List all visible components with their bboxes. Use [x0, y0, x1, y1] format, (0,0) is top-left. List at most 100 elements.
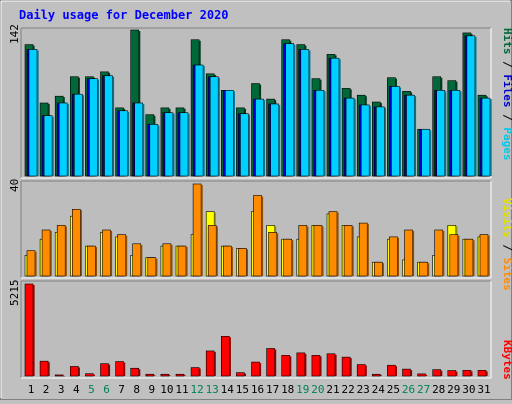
x-tick-label-18: 18: [281, 383, 294, 396]
x-tick-label-1: 1: [28, 383, 35, 396]
x-tick-label-11: 11: [175, 383, 188, 396]
bar-sites-day-3: [56, 225, 67, 277]
bar-pages-day-9: [149, 124, 160, 177]
x-tick-label-3: 3: [58, 383, 65, 396]
bar-pages-day-5: [89, 78, 99, 177]
bar-kbytes-day-31: [477, 370, 488, 377]
bar-pages-day-8: [134, 102, 145, 177]
bar-pages-day-19: [300, 49, 311, 177]
legend-pages: Pages: [501, 127, 512, 160]
x-tick-label-26: 26: [402, 383, 415, 396]
bar-pages-day-29: [451, 90, 462, 177]
bar-pages-day-31: [481, 97, 492, 177]
bar-kbytes-day-20: [311, 355, 322, 377]
x-tick-label-9: 9: [148, 383, 155, 396]
bar-kbytes-day-14: [221, 336, 231, 377]
bar-sites-day-30: [464, 238, 475, 277]
bar-pages-day-13: [209, 76, 220, 177]
bar-sites-day-9: [147, 257, 158, 277]
svg-text:Hits / Files / Pages: Hits / Files / Pages: [501, 28, 512, 161]
bar-sites-day-23: [358, 222, 369, 277]
bar-pages-day-30: [466, 35, 477, 177]
x-tick-label-31: 31: [477, 383, 490, 396]
bar-kbytes-day-3: [54, 374, 65, 377]
legend-hits: Hits: [501, 28, 512, 55]
chart-title: Daily usage for December 2020: [19, 8, 229, 22]
bar-pages-day-10: [164, 112, 175, 177]
x-tick-label-25: 25: [387, 383, 400, 396]
bar-layer: [24, 29, 492, 377]
bar-kbytes-day-4: [70, 366, 80, 377]
bar-sites-day-24: [373, 261, 384, 277]
x-tick-label-24: 24: [372, 383, 386, 396]
legend-bottom: KBytes: [501, 340, 512, 380]
bar-kbytes-day-26: [402, 368, 413, 377]
bar-sites-day-25: [389, 236, 399, 277]
bar-kbytes-day-17: [266, 348, 277, 377]
x-tick-label-14: 14: [221, 383, 235, 396]
y-max-label-visits: 40: [8, 179, 21, 192]
bar-sites-day-31: [479, 234, 490, 277]
bar-pages-day-3: [58, 102, 69, 177]
bar-sites-day-27: [419, 261, 430, 277]
bar-pages-day-16: [255, 98, 266, 177]
bar-pages-day-21: [330, 57, 341, 177]
x-tick-label-13: 13: [206, 383, 219, 396]
bar-pages-day-2: [43, 115, 54, 177]
bar-pages-day-12: [194, 64, 205, 177]
x-tick-label-10: 10: [160, 383, 173, 396]
bar-sites-day-6: [102, 229, 113, 277]
bar-sites-day-29: [449, 234, 460, 277]
x-tick-label-4: 4: [73, 383, 80, 396]
bar-sites-day-10: [162, 243, 173, 277]
bar-sites-day-4: [72, 209, 82, 277]
bar-pages-day-24: [375, 106, 386, 177]
bar-sites-day-15: [238, 248, 248, 277]
bar-kbytes-day-12: [190, 367, 201, 377]
x-tick-label-2: 2: [43, 383, 50, 396]
x-tick-label-21: 21: [326, 383, 339, 396]
bar-sites-day-8: [132, 243, 143, 277]
bar-pages-day-1: [28, 49, 39, 177]
x-tick-label-22: 22: [341, 383, 354, 396]
bar-pages-day-22: [345, 97, 356, 177]
bar-pages-day-7: [119, 110, 130, 177]
bar-kbytes-day-24: [371, 373, 382, 377]
bar-kbytes-day-28: [432, 369, 443, 377]
bar-kbytes-day-19: [296, 352, 307, 377]
bar-kbytes-day-15: [236, 372, 246, 377]
x-tick-label-29: 29: [447, 383, 460, 396]
bar-sites-day-17: [268, 232, 279, 277]
x-tick-label-15: 15: [236, 383, 249, 396]
bar-kbytes-day-7: [115, 361, 126, 377]
x-tick-label-7: 7: [118, 383, 125, 396]
bar-pages-day-18: [285, 43, 296, 177]
bar-kbytes-day-11: [175, 373, 186, 377]
x-tick-label-8: 8: [133, 383, 140, 396]
bar-sites-day-14: [223, 245, 233, 277]
y-max-label-kbytes: 5215: [8, 280, 21, 307]
bar-pages-day-6: [104, 75, 115, 177]
x-tick-label-30: 30: [462, 383, 475, 396]
legend-visits: Visits: [501, 198, 512, 238]
x-tick-label-19: 19: [296, 383, 309, 396]
bar-kbytes-day-8: [130, 367, 141, 377]
bar-kbytes-day-27: [417, 373, 428, 377]
bar-sites-day-18: [283, 238, 294, 277]
bar-kbytes-day-22: [341, 356, 352, 377]
legend-middle: Visits / Sites: [501, 198, 512, 291]
bar-sites-day-11: [177, 245, 188, 277]
x-tick-label-20: 20: [311, 383, 324, 396]
legend-top: Hits / Files / Pages: [501, 28, 512, 161]
bar-kbytes-day-10: [160, 373, 171, 377]
bar-kbytes-day-5: [85, 373, 95, 377]
bar-pages-day-23: [360, 104, 371, 177]
bar-kbytes-day-13: [205, 350, 216, 377]
x-tick-label-23: 23: [357, 383, 370, 396]
bar-sites-day-16: [253, 195, 264, 277]
bar-kbytes-day-2: [39, 360, 50, 377]
bar-pages-day-20: [315, 90, 326, 177]
bar-kbytes-day-16: [251, 361, 262, 377]
bar-sites-day-20: [313, 225, 324, 277]
